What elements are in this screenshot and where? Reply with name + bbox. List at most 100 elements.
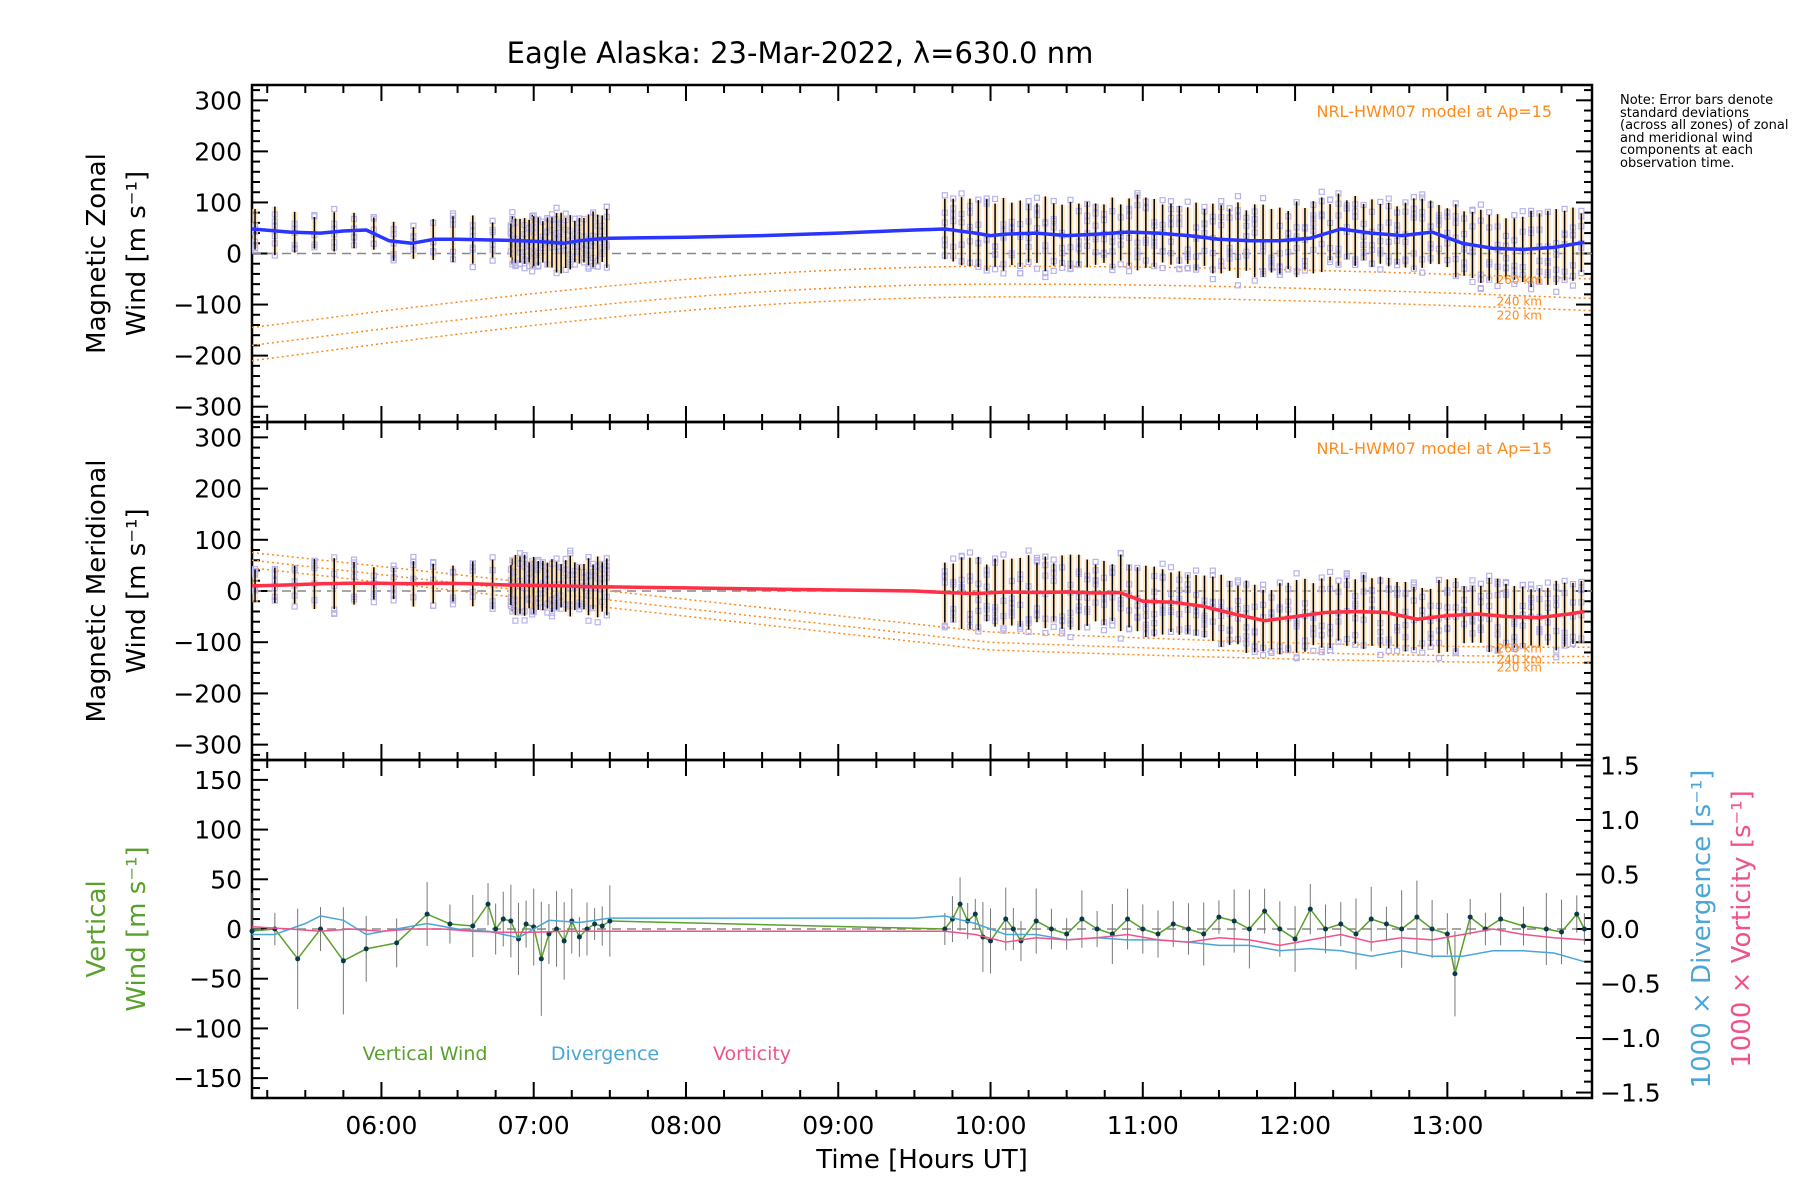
x-tick-label: 13:00 xyxy=(1411,1111,1483,1140)
vertical-wind-point xyxy=(1246,926,1252,932)
obs-scatter-zonal xyxy=(331,205,338,213)
obs-scatter-zonal xyxy=(1234,193,1242,200)
obs-scatter-meridional xyxy=(1335,577,1342,584)
obs-scatter-meridional xyxy=(1435,654,1443,662)
obs-scatter-zonal xyxy=(1377,198,1384,206)
obs-scatter-zonal xyxy=(594,263,601,270)
x-tick-label: 10:00 xyxy=(954,1111,1026,1140)
series-line-divergence xyxy=(252,915,1585,963)
obs-scatter-meridional xyxy=(941,622,948,629)
obs-scatter-zonal xyxy=(1050,267,1057,275)
y-axis-label-vertical: Wind [m s⁻¹] xyxy=(122,846,152,1011)
obs-scatter-meridional xyxy=(1377,651,1384,659)
obs-scatter-meridional xyxy=(1527,581,1535,588)
obs-scatter-zonal xyxy=(1033,265,1041,272)
y-tick-label-vertical: 100 xyxy=(194,816,242,845)
obs-scatter-meridional xyxy=(1259,581,1267,588)
obs-scatter-zonal xyxy=(941,192,948,199)
y-tick-label-vertical: 0 xyxy=(226,915,242,944)
vertical-wind-point xyxy=(424,911,430,917)
y-tick-label-zonal: −100 xyxy=(173,291,242,320)
obs-scatter-meridional xyxy=(1092,558,1099,565)
obs-scatter-meridional xyxy=(1000,551,1007,558)
vertical-wind-point xyxy=(1467,914,1473,920)
obs-scatter-meridional xyxy=(1419,649,1426,656)
model-curve-meridional xyxy=(251,559,1593,658)
vertical-wind-point xyxy=(1064,931,1070,937)
vertical-wind-point xyxy=(1094,926,1100,932)
obs-scatter-meridional xyxy=(1100,627,1108,634)
x-tick-label: 09:00 xyxy=(802,1111,874,1140)
y2-tick-label: −0.5 xyxy=(1600,970,1661,999)
obs-scatter-meridional xyxy=(1067,633,1074,641)
obs-scatter-meridional xyxy=(449,601,457,608)
vertical-wind-point xyxy=(1231,918,1237,924)
vertical-wind-point xyxy=(942,926,948,932)
obs-scatter-meridional xyxy=(553,555,560,562)
obs-scatter-zonal xyxy=(1159,264,1166,272)
series-line-vorticity xyxy=(251,926,1585,947)
model-curve-zonal xyxy=(251,296,1593,362)
y-tick-label-vertical: −100 xyxy=(173,1014,242,1043)
obs-scatter-zonal xyxy=(1042,273,1049,281)
obs-scatter-zonal xyxy=(1067,196,1074,203)
vertical-wind-point xyxy=(295,956,301,962)
vertical-wind-point xyxy=(561,938,567,944)
model-curve-label-zonal: 260 km xyxy=(1497,273,1542,287)
obs-scatter-meridional xyxy=(430,602,437,609)
obs-scatter-zonal xyxy=(991,266,999,273)
model-curve-zonal xyxy=(251,283,1593,347)
y-tick-label-meridional: −100 xyxy=(173,628,242,657)
vertical-wind-point xyxy=(1185,926,1191,932)
model-curve-label-zonal: 220 km xyxy=(1497,309,1542,323)
vertical-wind-point xyxy=(1201,931,1207,937)
obs-scatter-meridional xyxy=(585,617,592,624)
y-tick-label-meridional: 200 xyxy=(194,475,242,504)
vertical-wind-point xyxy=(1452,971,1458,977)
obs-scatter-zonal xyxy=(1159,197,1166,204)
obs-scatter-meridional xyxy=(1167,564,1175,571)
vertical-wind-point xyxy=(607,918,613,924)
y-tick-label-zonal: −200 xyxy=(173,342,242,371)
obs-scatter-zonal xyxy=(553,204,560,211)
y-tick-label-meridional: 0 xyxy=(226,577,242,606)
obs-scatter-meridional xyxy=(430,602,437,609)
series-line-vertical-wind xyxy=(251,902,1586,974)
wind-line-zonal xyxy=(251,227,1585,252)
obs-scatter-zonal xyxy=(1578,207,1585,214)
y2-tick-label: 0.5 xyxy=(1600,860,1640,889)
y-axis-label-meridional: Wind [m s⁻¹] xyxy=(122,508,152,673)
obs-scatter-meridional xyxy=(512,617,519,624)
vertical-wind-point xyxy=(272,926,278,932)
obs-scatter-zonal xyxy=(509,209,516,216)
obs-scatter-zonal xyxy=(1569,282,1577,289)
obs-scatter-zonal xyxy=(1017,269,1024,277)
obs-scatter-zonal xyxy=(1251,277,1258,284)
vertical-wind-point xyxy=(1353,931,1359,937)
vertical-wind-point xyxy=(538,956,544,962)
obs-scatter-meridional xyxy=(521,617,528,624)
vertical-wind-point xyxy=(1216,914,1222,920)
model-curve-label-meridional: 260 km xyxy=(1497,641,1542,655)
vertical-wind-point xyxy=(1338,921,1344,927)
vertical-wind-point xyxy=(988,938,994,944)
obs-scatter-meridional xyxy=(966,549,974,556)
vertical-wind-point xyxy=(972,911,978,917)
obs-scatter-zonal xyxy=(958,190,965,197)
obs-scatter-meridional xyxy=(594,619,601,626)
y-tick-label-vertical: −150 xyxy=(173,1064,242,1093)
obs-scatter-meridional xyxy=(1159,560,1166,567)
vertical-wind-point xyxy=(318,926,324,932)
obs-scatter-zonal xyxy=(1033,194,1041,201)
obs-scatter-zonal xyxy=(1511,212,1518,219)
vertical-wind-point xyxy=(1323,926,1329,932)
vertical-wind-point xyxy=(1307,906,1313,912)
y-tick-label-zonal: 200 xyxy=(194,137,242,166)
vertical-wind-point xyxy=(546,931,552,937)
obs-scatter-meridional xyxy=(410,553,417,561)
obs-scatter-meridional xyxy=(1209,567,1216,574)
obs-scatter-zonal xyxy=(1209,276,1216,283)
obs-scatter-zonal xyxy=(562,210,569,217)
y-tick-label-zonal: 0 xyxy=(226,240,242,269)
